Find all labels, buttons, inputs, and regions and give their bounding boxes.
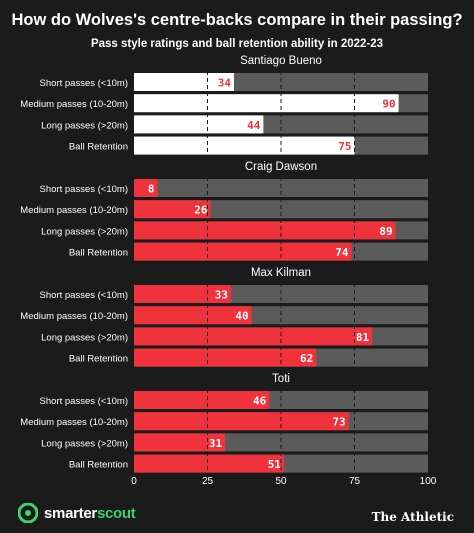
- category-label: Medium passes (10-20m): [20, 99, 128, 110]
- category-label: Medium passes (10-20m): [20, 205, 128, 216]
- value-label: 26: [194, 204, 208, 217]
- bar: [134, 454, 284, 473]
- value-label: 34: [218, 77, 232, 90]
- bar: [134, 412, 349, 431]
- value-label: 51: [268, 458, 282, 471]
- category-label: Medium passes (10-20m): [20, 417, 128, 428]
- bar: [134, 136, 355, 155]
- bar: [134, 391, 270, 409]
- value-label: 33: [215, 289, 228, 302]
- brand-part2: scout: [96, 504, 136, 522]
- category-label: Long passes (>20m): [41, 438, 128, 449]
- chart-subtitle: Pass style ratings and ball retention ab…: [90, 38, 384, 50]
- category-label: Short passes (<10m): [40, 184, 128, 195]
- smarterscout-logo: smarterscout: [18, 503, 136, 523]
- bar: [134, 306, 252, 325]
- smarterscout-icon: [18, 503, 38, 523]
- value-label: 62: [300, 352, 313, 365]
- value-label: 31: [209, 437, 223, 450]
- bar: [134, 242, 352, 261]
- bar: [134, 200, 211, 219]
- player-name: Santiago Bueno: [240, 55, 322, 67]
- bar: [134, 327, 373, 346]
- chart-title: How do Wolves's centre-backs compare in …: [11, 11, 463, 29]
- bar: [134, 94, 399, 113]
- category-label: Short passes (<10m): [40, 290, 128, 301]
- bar: [134, 221, 396, 240]
- player-name: Max Kilman: [251, 267, 311, 279]
- value-label: 40: [235, 310, 248, 323]
- brand-wordmark: smarterscout: [44, 504, 136, 522]
- category-label: Long passes (>20m): [41, 332, 128, 343]
- bar: [134, 115, 264, 134]
- player-name: Craig Dawson: [245, 161, 317, 173]
- publisher-logo: The Athletic: [371, 510, 454, 524]
- value-label: 89: [379, 225, 392, 238]
- category-label: Ball Retention: [69, 248, 128, 259]
- x-tick-label: 50: [275, 476, 287, 487]
- bar: [134, 433, 226, 452]
- bar: [134, 73, 234, 91]
- value-label: 46: [253, 395, 267, 408]
- category-label: Long passes (>20m): [41, 120, 128, 131]
- category-label: Short passes (<10m): [40, 396, 128, 407]
- player-name: Toti: [272, 373, 290, 385]
- value-label: 44: [247, 119, 261, 132]
- x-tick-label: 25: [202, 476, 214, 487]
- x-tick-label: 100: [420, 476, 437, 487]
- bar: [134, 179, 158, 197]
- category-label: Short passes (<10m): [40, 78, 128, 89]
- bar: [134, 348, 317, 367]
- value-label: 74: [335, 246, 349, 259]
- category-label: Long passes (>20m): [41, 226, 128, 237]
- category-label: Medium passes (10-20m): [20, 311, 128, 322]
- value-label: 81: [356, 331, 370, 344]
- value-label: 90: [382, 98, 395, 111]
- brand-part1: smarter: [44, 504, 97, 522]
- x-tick-label: 75: [349, 476, 361, 487]
- category-label: Ball Retention: [69, 142, 128, 153]
- x-tick-label: 0: [131, 476, 137, 487]
- value-label: 75: [338, 140, 351, 153]
- category-label: Ball Retention: [69, 460, 128, 471]
- value-label: 8: [148, 183, 155, 196]
- value-label: 73: [332, 416, 345, 429]
- category-label: Ball Retention: [69, 354, 128, 365]
- bar: [134, 285, 232, 303]
